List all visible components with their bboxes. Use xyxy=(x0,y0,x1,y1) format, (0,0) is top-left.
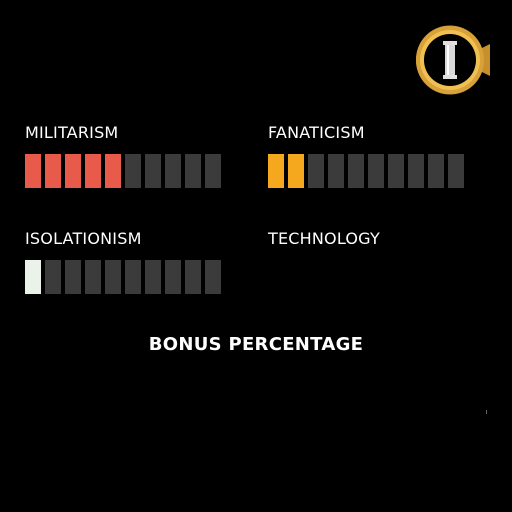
militarism-segment xyxy=(125,154,141,188)
fanaticism-segment xyxy=(428,154,444,188)
militarism-segment xyxy=(25,154,41,188)
isolationism-segment xyxy=(25,260,41,294)
isolationism-segment xyxy=(85,260,101,294)
fanaticism-segment xyxy=(388,154,404,188)
isolationism-segment xyxy=(145,260,161,294)
stat-fanaticism: FANATICISM xyxy=(268,124,464,188)
militarism-segment xyxy=(105,154,121,188)
isolationism-segment xyxy=(165,260,181,294)
isolationism-segment xyxy=(65,260,81,294)
fanaticism-segment xyxy=(288,154,304,188)
militarism-segment xyxy=(185,154,201,188)
isolationism-segment xyxy=(45,260,61,294)
fanaticism-segment xyxy=(268,154,284,188)
stat-label-isolationism: ISOLATIONISM xyxy=(25,229,142,248)
fanaticism-segment xyxy=(308,154,324,188)
militarism-segment xyxy=(165,154,181,188)
militarism-segment xyxy=(205,154,221,188)
stat-label-technology: TECHNOLOGY xyxy=(268,229,380,248)
divider-tick xyxy=(486,410,487,414)
fanaticism-segment xyxy=(448,154,464,188)
militarism-segment xyxy=(85,154,101,188)
stat-label-militarism: MILITARISM xyxy=(25,123,119,142)
stat-militarism: MILITARISM xyxy=(25,124,221,188)
fanaticism-segment xyxy=(408,154,424,188)
militarism-segment xyxy=(65,154,81,188)
fanaticism-bar xyxy=(268,154,464,188)
fanaticism-segment xyxy=(348,154,364,188)
isolationism-bar xyxy=(25,260,221,294)
fanaticism-segment xyxy=(368,154,384,188)
fanaticism-segment xyxy=(328,154,344,188)
tier-emblem-icon: I xyxy=(415,25,490,95)
militarism-segment xyxy=(45,154,61,188)
stat-isolationism: ISOLATIONISM xyxy=(25,230,221,294)
isolationism-segment xyxy=(185,260,201,294)
militarism-bar xyxy=(25,154,221,188)
isolationism-segment xyxy=(105,260,121,294)
stat-label-fanaticism: FANATICISM xyxy=(268,123,365,142)
militarism-segment xyxy=(145,154,161,188)
isolationism-segment xyxy=(205,260,221,294)
bonus-percentage-heading: BONUS PERCENTAGE xyxy=(148,334,364,355)
stat-technology: TECHNOLOGY xyxy=(268,230,380,260)
isolationism-segment xyxy=(125,260,141,294)
